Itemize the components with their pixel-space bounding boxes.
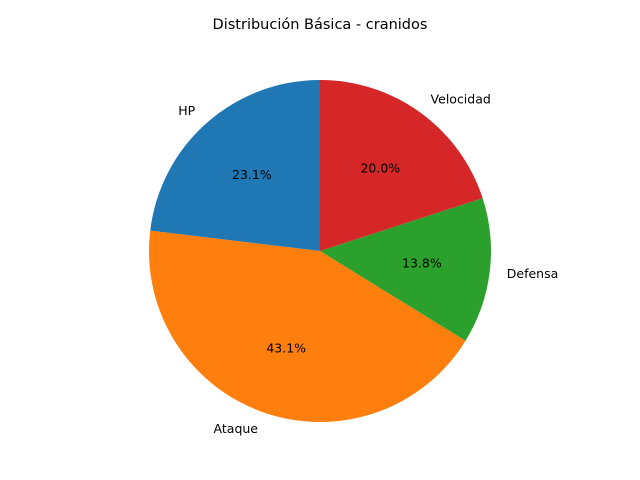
slice-percent-velocidad: 20.0% (360, 160, 400, 175)
pie-labels: HP 23.1% Ataque 43.1% Defensa 13.8% Velocidad 2… (178, 91, 558, 436)
pie-slices (148, 79, 491, 423)
pie-slice-velocidad (320, 79, 483, 251)
slice-percent-defensa: 13.8% (402, 256, 442, 271)
pie-slice-ataque (148, 230, 466, 423)
slice-label-hp: HP (178, 103, 195, 118)
slice-percent-hp: 23.1% (232, 167, 272, 182)
slice-percent-ataque: 43.1% (266, 340, 306, 355)
pie-slice-hp (150, 80, 320, 251)
slice-label-velocidad: Velocidad (431, 91, 491, 106)
slice-label-defensa: Defensa (507, 266, 559, 281)
pie-slice-defensa (320, 198, 491, 341)
slice-label-ataque: Ataque (214, 421, 259, 436)
chart-title: Distribución Básica - cranidos (213, 17, 428, 33)
